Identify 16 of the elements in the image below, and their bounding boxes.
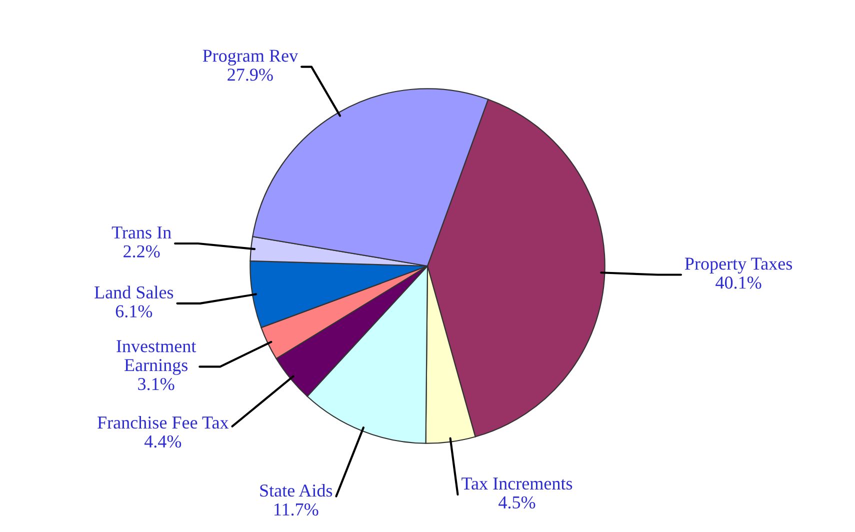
data-label: 4.5% [498,496,536,509]
slice-label: Tax Increments [462,478,572,490]
data-label: 11.7% [274,503,318,516]
slice-label: Trans In [112,226,172,239]
data-label: 4.4% [144,435,182,448]
slice-label: Land Sales [94,286,174,298]
data-label: 2.2% [124,245,160,258]
data-label: 27.9% [228,68,273,81]
slice-label: Franchise Fee Tax [98,416,229,429]
data-label: 3.1% [138,378,174,390]
data-label: 6.1% [116,305,152,318]
slice-label: Program Rev [202,50,298,66]
slice-label: Property Taxes [684,258,792,274]
slice-label: Investment Earnings [116,340,196,375]
data-label: 40.1% [716,276,762,289]
slice-label: State Aids [260,484,332,497]
